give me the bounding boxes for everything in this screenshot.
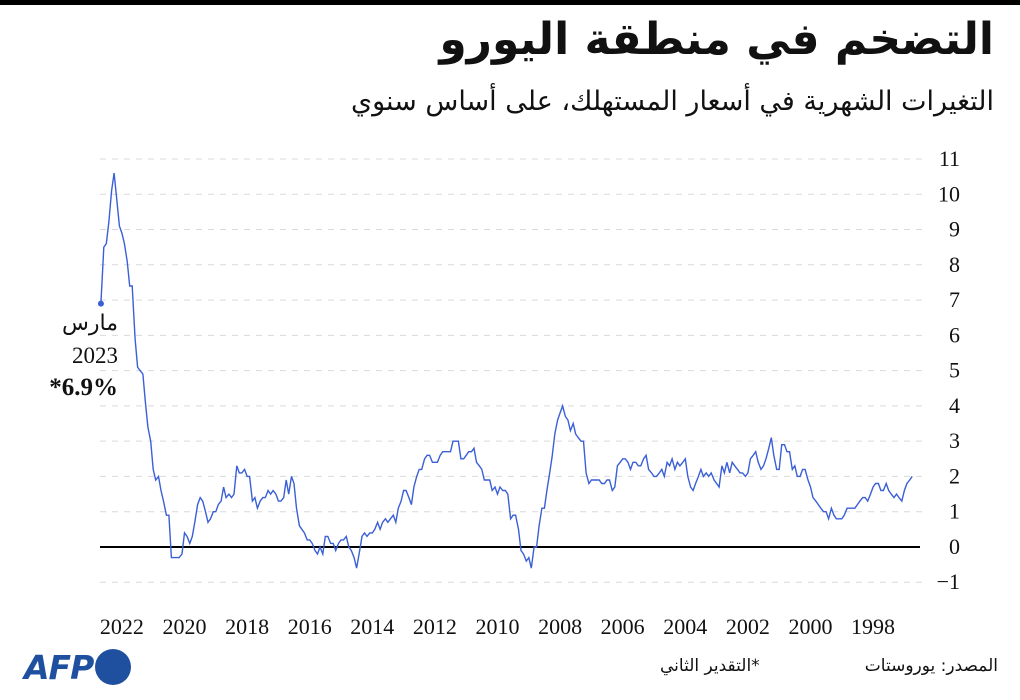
y-tick-label: 10 [938, 181, 960, 206]
x-tick-label: 2016 [288, 614, 332, 639]
x-tick-label: 2018 [225, 614, 269, 639]
y-tick-label: 11 [939, 146, 960, 171]
chart-subtitle: التغيرات الشهرية في أسعار المستهلك، على … [350, 86, 994, 117]
afp-logo: AFP [24, 647, 132, 687]
y-tick-label: 3 [949, 428, 960, 453]
annotation-asterisk: * [49, 374, 62, 401]
y-tick-label: 4 [949, 393, 960, 418]
x-axis-ticks: 2022 2020 2018 2016 2014 2012 2010 2008 2006 2004… [100, 614, 895, 639]
inflation-series-line [100, 173, 913, 569]
latest-value-annotation: مارس 2023 *6.9% [30, 308, 118, 404]
x-tick-label: 2002 [726, 614, 770, 639]
y-tick-label: −1 [937, 569, 960, 594]
y-tick-label: 2 [949, 463, 960, 488]
y-tick-label: 8 [949, 252, 960, 277]
x-tick-label: 2010 [475, 614, 519, 639]
y-tick-label: 0 [949, 534, 960, 559]
x-tick-label: 2006 [601, 614, 645, 639]
afp-logo-text: AFP [24, 647, 94, 687]
annotation-value: *6.9% [30, 372, 118, 404]
x-tick-label: 2014 [350, 614, 394, 639]
x-tick-label: 2004 [663, 614, 707, 639]
annotation-month: مارس [62, 311, 118, 336]
x-tick-label: 2012 [413, 614, 457, 639]
y-tick-label: 1 [949, 499, 960, 524]
y-tick-label: 5 [949, 358, 960, 383]
y-tick-label: 6 [949, 322, 960, 347]
source-credit: المصدر: يوروستات [864, 656, 998, 676]
y-tick-label: 9 [949, 217, 960, 242]
footnote: *التقدير الثاني [660, 656, 760, 676]
gridlines [100, 158, 925, 583]
top-rule [0, 0, 1020, 5]
x-tick-label: 2000 [788, 614, 832, 639]
x-tick-label: 1998 [851, 614, 895, 639]
annotation-year: 2023 [72, 343, 118, 368]
chart-title: التضخم في منطقة اليورو [439, 14, 994, 65]
x-tick-label: 2008 [538, 614, 582, 639]
x-tick-label: 2022 [100, 614, 144, 639]
latest-point-marker [97, 300, 104, 307]
y-tick-label: 7 [949, 287, 960, 312]
annotation-percent: 6.9% [61, 374, 118, 401]
afp-logo-dot-icon [95, 649, 132, 685]
x-tick-label: 2020 [163, 614, 207, 639]
